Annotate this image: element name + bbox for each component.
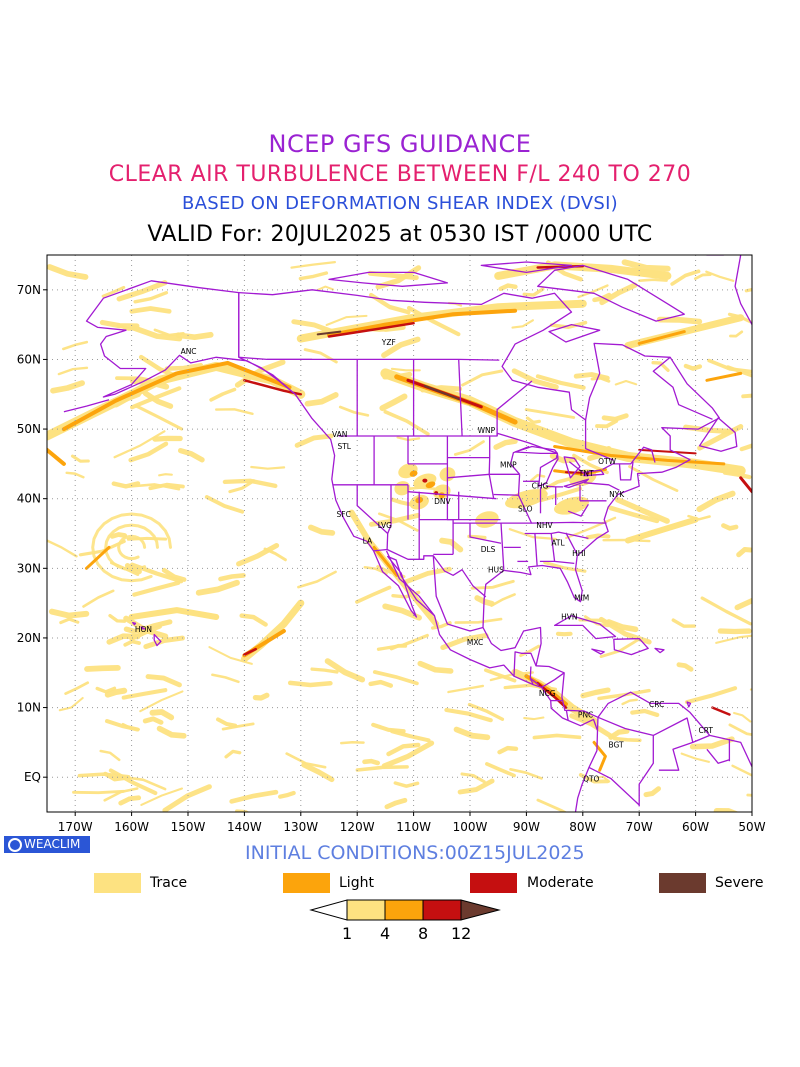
station-dls: DLS (481, 545, 496, 554)
legend-label-light: Light (339, 875, 374, 891)
lon-label: 70W (626, 820, 653, 834)
lat-label: 40N (17, 492, 41, 506)
station-sfc: SFC (337, 510, 351, 519)
station-van: VAN (332, 430, 347, 439)
station-mim: MIM (574, 594, 589, 603)
station-otw: OTW (598, 457, 616, 466)
station-atl: ATL (551, 539, 565, 548)
colorbar-tick-12: 12 (451, 924, 472, 943)
station-crt: CRT (699, 726, 714, 735)
valid-time: VALID For: 20JUL2025 at 0530 IST /0000 U… (147, 222, 653, 247)
station-hon: HON (135, 625, 152, 634)
station-stl: STL (337, 442, 351, 451)
station-mnp: MNP (500, 461, 517, 470)
colorbar-tick-8: 8 (418, 924, 429, 943)
lon-label: 160W (114, 820, 149, 834)
map-frame (46, 254, 753, 813)
chart-subtitle-parameter: CLEAR AIR TURBULENCE BETWEEN F/L 240 TO … (108, 162, 692, 187)
chart-subtitle-method: BASED ON DEFORMATION SHEAR INDEX (DVSI) (181, 193, 619, 214)
station-labels: ANC YZF WNP VAN STL MNP TNT OTW CHG NYK DNV SFC SLO L… (135, 338, 714, 784)
map-axes: 70N 60N 50N 40N 30N 20N 10N EQ 170W 160W 150W 140W 1… (17, 283, 766, 834)
logo-circle-icon (8, 838, 22, 852)
lat-label: EQ (24, 770, 41, 784)
legend-swatch-moderate (470, 873, 517, 893)
station-crc: CRC (649, 700, 664, 709)
lon-label: 150W (171, 820, 206, 834)
legend-swatch-light (283, 873, 330, 893)
station-ncg: NCG (539, 689, 556, 698)
lon-label: 130W (283, 820, 318, 834)
lat-label: 50N (17, 422, 41, 436)
station-mxc: MXC (467, 638, 483, 647)
station-hvn: HVN (561, 612, 577, 621)
coastlines-and-borders (63, 255, 752, 812)
lon-label: 90W (513, 820, 540, 834)
station-pnc: PNC (578, 711, 593, 720)
legend-swatch-severe (659, 873, 706, 893)
legend-label-trace: Trace (150, 875, 188, 891)
lat-label: 60N (17, 352, 41, 366)
chart-title: NCEP GFS GUIDANCE (268, 130, 532, 158)
lat-label: 70N (17, 283, 41, 297)
lon-label: 60W (682, 820, 709, 834)
legend-label-moderate: Moderate (527, 875, 594, 891)
weaclim-logo: WEACLIM (4, 836, 90, 853)
station-bgt: BGT (609, 740, 625, 749)
station-wnp: WNP (478, 426, 496, 435)
station-nyk: NYK (609, 490, 625, 499)
colorbar-tick-4: 4 (380, 924, 391, 943)
station-chg: CHG (532, 481, 549, 490)
lon-label: 110W (396, 820, 431, 834)
station-lvg: LVG (378, 521, 392, 530)
legend-swatch-trace (94, 873, 141, 893)
lon-label: 140W (227, 820, 262, 834)
lon-label: 50W (738, 820, 765, 834)
station-qto: QTO (583, 775, 599, 784)
lat-label: 20N (17, 631, 41, 645)
station-yzf: YZF (381, 338, 396, 347)
station-hus: HUS (488, 566, 504, 575)
station-tnt: TNT (578, 469, 594, 478)
colorbar-tick-1: 1 (342, 924, 353, 943)
station-anc: ANC (181, 347, 197, 356)
station-dnv: DNV (434, 497, 451, 506)
legend-label-severe: Severe (715, 875, 764, 891)
station-slo: SLO (518, 504, 533, 513)
lat-label: 10N (17, 701, 41, 715)
station-hhi: HHI (572, 549, 586, 558)
initial-conditions-label: INITIAL CONDITIONS:00Z15JUL2025 (245, 842, 585, 864)
lat-label: 30N (17, 561, 41, 575)
station-nhv: NHV (536, 521, 553, 530)
station-la: LA (363, 536, 373, 545)
logo-text: WEACLIM (24, 837, 81, 851)
lon-label: 120W (340, 820, 375, 834)
lon-label: 80W (569, 820, 596, 834)
lon-label: 100W (453, 820, 488, 834)
lon-label: 170W (58, 820, 93, 834)
